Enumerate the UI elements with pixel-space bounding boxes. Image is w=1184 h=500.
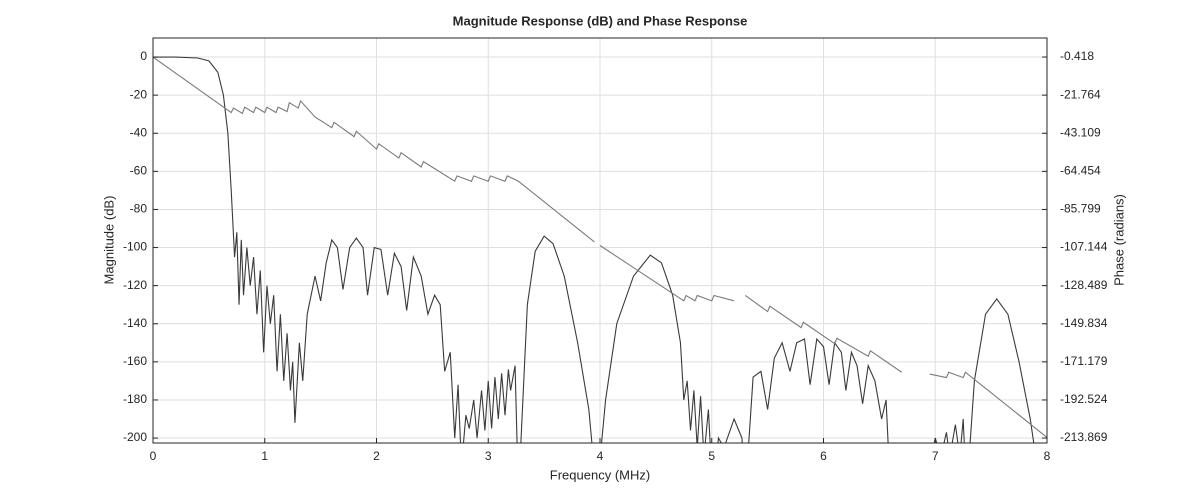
- y-tick-label: -40: [130, 125, 148, 139]
- y2-tick-label: -107.144: [1060, 240, 1108, 254]
- y-tick-label: -140: [123, 316, 147, 330]
- y2-tick-label: -213.869: [1060, 430, 1108, 444]
- y-axis-label: Magnitude (dB): [101, 196, 116, 285]
- y2-tick-label: -21.764: [1060, 87, 1101, 101]
- y-tick-label: -100: [123, 240, 147, 254]
- x-tick-label: 3: [485, 449, 492, 463]
- x-tick-label: 4: [597, 449, 604, 463]
- y2-tick-label: -85.799: [1060, 202, 1101, 216]
- y2-axis-label: Phase (radians): [1111, 194, 1126, 286]
- x-tick-label: 2: [373, 449, 380, 463]
- y2-tick-label: -128.489: [1060, 278, 1108, 292]
- series-line: [153, 56, 1047, 438]
- x-tick-label: 8: [1044, 449, 1051, 463]
- y-tick-label: -20: [130, 87, 148, 101]
- x-tick-label: 5: [708, 449, 715, 463]
- series-line: [153, 56, 1035, 443]
- y-tick-label: -80: [130, 202, 148, 216]
- y-tick-label: -180: [123, 392, 147, 406]
- y-tick-label: -160: [123, 354, 147, 368]
- y2-tick-label: -192.524: [1060, 392, 1108, 406]
- y-tick-label: -120: [123, 278, 147, 292]
- lines: [153, 56, 1047, 443]
- x-tick-label: 7: [932, 449, 939, 463]
- y2-tick-label: -64.454: [1060, 164, 1101, 178]
- x-tick-label: 1: [261, 449, 268, 463]
- x-axis-label: Frequency (MHz): [550, 467, 650, 482]
- y-tick-label: -200: [123, 430, 147, 444]
- y2-tick-label: -149.834: [1060, 316, 1108, 330]
- y2-tick-label: -43.109: [1060, 125, 1101, 139]
- y2-tick-label: -0.418: [1060, 49, 1094, 63]
- x-tick-label: 0: [150, 449, 157, 463]
- chart-title: Magnitude Response (dB) and Phase Respon…: [453, 13, 748, 28]
- y2-tick-label: -171.179: [1060, 354, 1108, 368]
- y-tick-label: 0: [140, 49, 147, 63]
- x-tick-label: 6: [820, 449, 827, 463]
- y-tick-label: -60: [130, 164, 148, 178]
